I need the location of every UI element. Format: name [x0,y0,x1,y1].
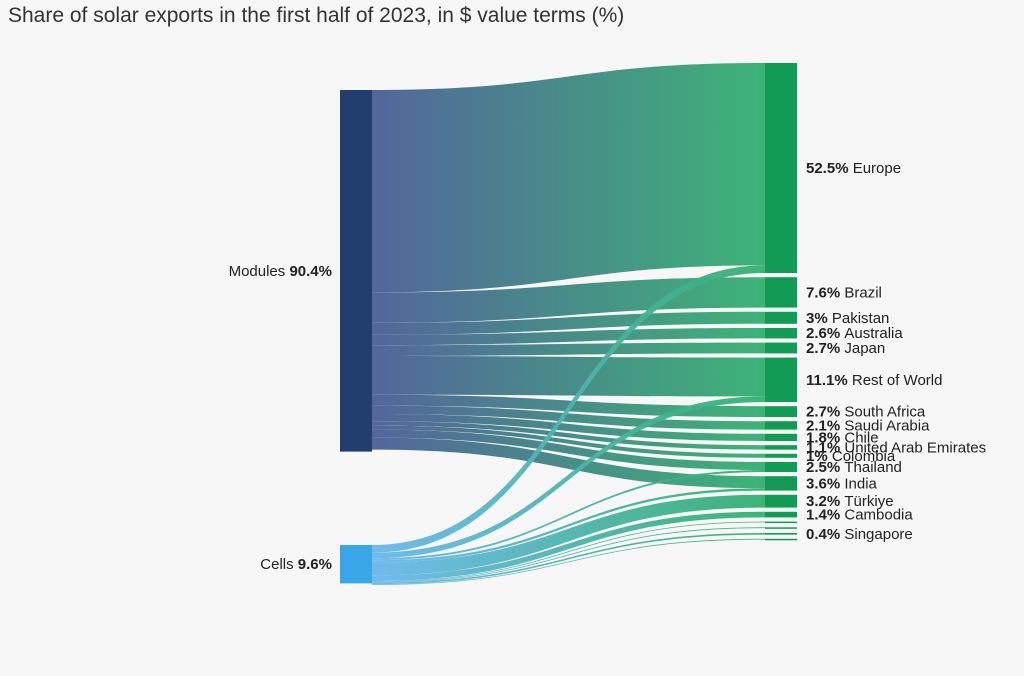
link-modules-india [372,437,765,489]
dest-label-south-africa: 2.7% South Africa [806,404,926,421]
link-modules-thailand [372,429,765,470]
source-node-cells [340,545,372,584]
dest-label-united-arab-emirates: 1.1% United Arab Emirates [806,439,986,456]
dest-node-other-16 [765,527,797,529]
link-modules-chile [372,414,765,441]
link-modules-australia [372,328,765,346]
dest-label-t-rkiye: 3.2% Türkiye [806,493,894,510]
link-modules-europe [372,63,765,293]
link-modules-united-arab-emirates [372,421,765,450]
dest-node-saudi-arabia [765,421,797,430]
dest-node-chile [765,433,797,441]
dest-node-pakistan [765,311,797,324]
dest-label-chile: 1.8% Chile [806,429,879,446]
link-cells-other-15 [372,521,765,582]
link-cells-singapore [372,533,765,585]
dest-node-united-arab-emirates [765,445,797,450]
link-modules-pakistan [372,311,765,335]
source-node-modules [340,90,372,452]
links-layer [372,63,765,585]
dest-label-india: 3.6% India [806,475,878,492]
dest-node-europe [765,63,797,273]
link-cells-europe [372,265,765,553]
dest-label-brazil: 7.6% Brazil [806,284,882,301]
chart-title: Share of solar exports in the first half… [8,4,625,27]
dest-label-rest-of-world: 11.1% Rest of World [806,372,942,389]
labels-layer: Modules 90.4% Cells 9.6% 52.5% Europe 7.6% … [229,160,987,573]
link-cells-cambodia [372,511,765,581]
nodes-layer [340,63,797,584]
dest-node-colombia [765,453,797,458]
source-label-cells: Cells 9.6% [260,556,332,573]
link-modules-colombia [372,425,765,458]
link-cells-t-rkiye [372,494,765,576]
dest-node-other-15 [765,521,797,524]
dest-label-singapore: 0.4% Singapore [806,526,913,543]
dest-node-brazil [765,277,797,308]
link-cells-thailand [372,470,765,561]
dest-node-india [765,476,797,491]
dest-label-europe: 52.5% Europe [806,160,901,177]
dest-label-cambodia: 1.4% Cambodia [806,507,913,524]
link-cells-other-18 [372,538,765,585]
link-cells-india [372,488,765,563]
dest-label-thailand: 2.5% Thailand [806,459,902,476]
dest-label-pakistan: 3% Pakistan [806,310,889,327]
dest-node-singapore [765,533,797,535]
link-modules-rest-of-world [372,356,765,397]
dest-node-australia [765,328,797,339]
link-modules-saudi-arabia [372,405,765,430]
dest-label-japan: 2.7% Japan [806,340,885,357]
link-cells-rest-of-world [372,396,765,559]
link-modules-brazil [372,277,765,323]
dest-node-t-rkiye [765,494,797,508]
dest-node-south-africa [765,406,797,417]
source-label-modules: Modules 90.4% [229,263,332,280]
dest-node-cambodia [765,511,797,518]
dest-node-rest-of-world [765,357,797,402]
dest-label-saudi-arabia: 2.1% Saudi Arabia [806,417,930,434]
dest-node-japan [765,342,797,354]
dest-node-other-18 [765,538,797,541]
link-cells-other-16 [372,527,765,583]
dest-node-thailand [765,462,797,472]
link-modules-japan [372,342,765,356]
dest-label-colombia: 1% Colombia [806,448,896,465]
dest-label-australia: 2.6% Australia [806,325,903,342]
